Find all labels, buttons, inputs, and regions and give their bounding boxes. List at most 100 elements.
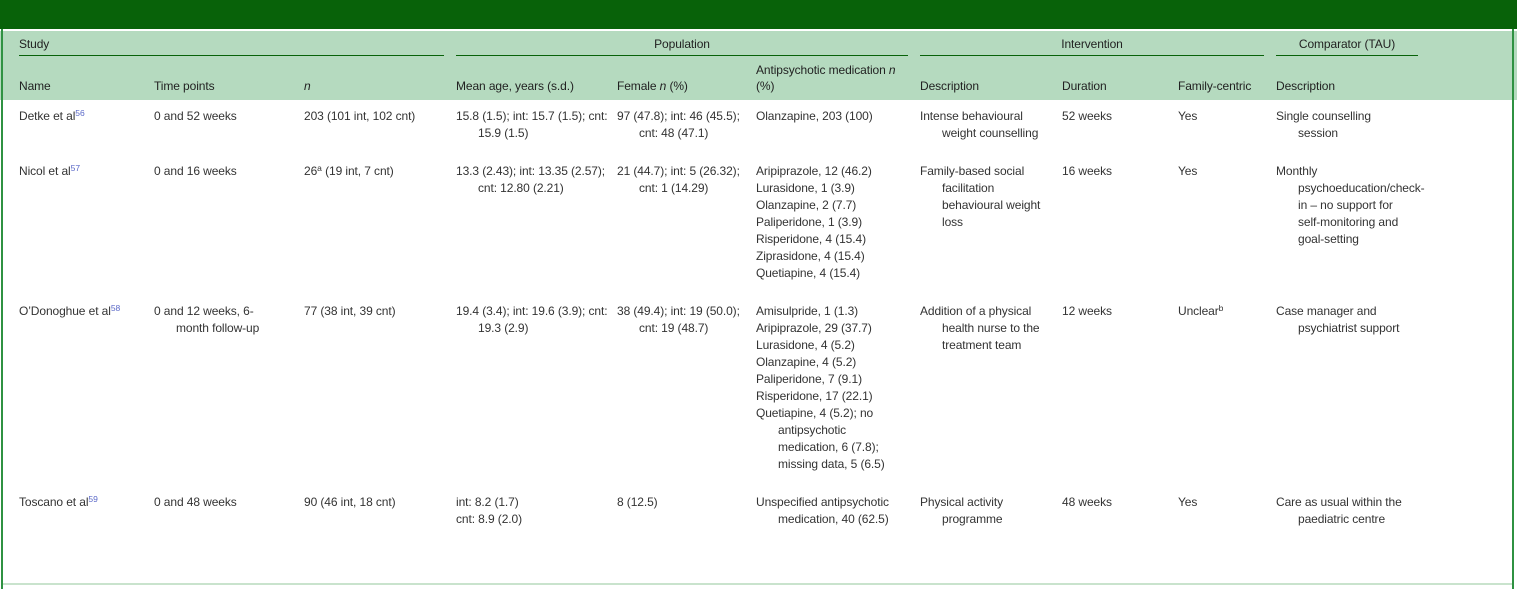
cell-text: 52 weeks (1062, 109, 1112, 123)
cell-intervention-description: Family-based social facilitation behavio… (920, 155, 1062, 244)
table-right-border (1512, 29, 1514, 589)
col-header-name: Name (19, 79, 51, 93)
col-header-intervention-description: Description (920, 79, 979, 93)
cell-text: Single counselling session (1276, 109, 1371, 140)
citation-ref[interactable]: 57 (70, 163, 81, 173)
cell-text: Quetiapine, 4 (5.2); no antipsychotic me… (756, 406, 885, 471)
cell-female: 38 (49.4); int: 19 (50.0); cnt: 19 (48.7… (617, 295, 756, 350)
footnote-marker: b (1218, 303, 1224, 313)
table-title-bar (0, 0, 1517, 29)
cell-intervention-description: Physical activity programme (920, 486, 1062, 541)
column-header-row: Name Time points n Mean age, years (s.d.… (19, 56, 1517, 94)
cell-family-centric: Yes (1178, 155, 1276, 193)
cell-name: Detke et al56 (19, 100, 154, 138)
group-label: Intervention (920, 36, 1264, 56)
cell-text: Intense behavioural weight counselling (920, 109, 1039, 140)
cell-female: 97 (47.8); int: 46 (45.5); cnt: 48 (47.1… (617, 100, 756, 155)
cell-text: Risperidone, 17 (22.1) (756, 389, 873, 403)
cell-text: Nicol et al57 (19, 163, 81, 178)
cell-text: 203 (101 int, 102 cnt) (304, 109, 416, 123)
cell-antipsychotic-medication: Unspecified antipsychotic medication, 40… (756, 486, 920, 541)
citation-ref[interactable]: 59 (88, 494, 98, 504)
citation-ref[interactable]: 58 (110, 303, 121, 313)
cell-text: 90 (46 int, 18 cnt) (304, 495, 396, 509)
col-header-family-centric: Family-centric (1178, 79, 1252, 93)
group-header-study: Study (19, 36, 456, 56)
citation-ref[interactable]: 56 (75, 108, 85, 118)
cell-time-points: 0 and 48 weeks (154, 486, 304, 524)
cell-intervention-description: Addition of a physical health nurse to t… (920, 295, 1062, 367)
cell-text: Olanzapine, 203 (100) (756, 109, 873, 123)
cell-duration: 12 weeks (1062, 295, 1178, 333)
col-header-antipsychotic-medication: Antipsychotic medication n (%) (756, 63, 896, 93)
cell-text: 13.3 (2.43); int: 13.35 (2.57); cnt: 12.… (456, 164, 605, 195)
group-header-intervention: Intervention (920, 36, 1276, 56)
cell-time-points: 0 and 52 weeks (154, 100, 304, 138)
cell-text: Aripiprazole, 12 (46.2) (756, 164, 872, 178)
cell-text: 38 (49.4); int: 19 (50.0); cnt: 19 (48.7… (617, 304, 740, 335)
cell-text: Aripiprazole, 29 (37.7) (756, 321, 872, 335)
cell-text: 21 (44.7); int: 5 (26.32); cnt: 1 (14.29… (617, 164, 740, 195)
footnote-marker: a (317, 163, 322, 173)
table-row: Toscano et al59 0 and 48 weeks 90 (46 int,… (19, 486, 1517, 541)
cell-comparator-description: Case manager and psychiatrist support (1276, 295, 1422, 350)
divider (0, 29, 1517, 31)
cell-comparator-description: Single counselling session (1276, 100, 1422, 155)
cell-text: 97 (47.8); int: 46 (45.5); cnt: 48 (47.1… (617, 109, 740, 140)
table-bottom-rule (3, 583, 1512, 585)
group-label: Comparator (TAU) (1276, 36, 1418, 56)
cell-antipsychotic-medication: Aripiprazole, 12 (46.2) Lurasidone, 1 (3.… (756, 155, 920, 295)
cell-text: Yes (1178, 109, 1198, 123)
group-header-population: Population (456, 36, 920, 56)
cell-n: 90 (46 int, 18 cnt) (304, 486, 456, 524)
cell-text: 0 and 16 weeks (154, 164, 237, 178)
cell-text: 0 and 48 weeks (154, 495, 237, 509)
italic-n: n (304, 79, 311, 93)
table-row: Nicol et al57 0 and 16 weeks 26a (19 int, … (19, 155, 1517, 295)
cell-text: Amisulpride, 1 (1.3) (756, 304, 859, 318)
cell-text: 48 weeks (1062, 495, 1112, 509)
cell-text: Yes (1178, 164, 1198, 178)
cell-family-centric: Unclearb (1178, 295, 1276, 333)
cell-text: 0 and 12 weeks, 6-month follow-up (154, 304, 260, 335)
cell-name: O’Donoghue et al58 (19, 295, 154, 333)
table-body: Detke et al56 0 and 52 weeks 203 (101 int,… (0, 100, 1517, 541)
cell-n: 26a (19 int, 7 cnt) (304, 155, 456, 193)
group-label: Population (456, 36, 908, 56)
table-row: Detke et al56 0 and 52 weeks 203 (101 int,… (19, 100, 1517, 155)
cell-text: Physical activity programme (920, 495, 1003, 526)
cell-text: Detke et al56 (19, 108, 85, 123)
cell-text: 12 weeks (1062, 304, 1112, 318)
cell-text: Olanzapine, 4 (5.2) (756, 355, 857, 369)
cell-comparator-description: Care as usual within the paediatric cent… (1276, 486, 1422, 541)
cell-name: Toscano et al59 (19, 486, 154, 524)
table-header: Study Population Intervention Comparator… (0, 31, 1517, 100)
cell-text: cnt: 8.9 (2.0) (456, 512, 522, 526)
cell-text: Paliperidone, 1 (3.9) (756, 215, 862, 229)
cell-intervention-description: Intense behavioural weight counselling (920, 100, 1062, 155)
cell-text: 16 weeks (1062, 164, 1112, 178)
cell-mean-age: int: 8.2 (1.7) cnt: 8.9 (2.0) (456, 486, 617, 541)
cell-text: Monthly psychoeducation/check-in – no su… (1276, 164, 1425, 246)
table-row: O’Donoghue et al58 0 and 12 weeks, 6-mont… (19, 295, 1517, 486)
cell-text: Toscano et al59 (19, 494, 98, 509)
cell-text: Risperidone, 4 (15.4) (756, 232, 866, 246)
cell-text: Lurasidone, 1 (3.9) (756, 181, 855, 195)
italic-n: n (659, 79, 667, 93)
cell-female: 8 (12.5) (617, 486, 756, 524)
cell-comparator-description: Monthly psychoeducation/check-in – no su… (1276, 155, 1425, 261)
col-header-mean-age: Mean age, years (s.d.) (456, 79, 574, 93)
cell-antipsychotic-medication: Olanzapine, 203 (100) (756, 100, 920, 138)
cell-text: Addition of a physical health nurse to t… (920, 304, 1040, 352)
cell-text: 15.8 (1.5); int: 15.7 (1.5); cnt: 15.9 (… (456, 109, 608, 140)
cell-family-centric: Yes (1178, 100, 1276, 138)
cell-time-points: 0 and 12 weeks, 6-month follow-up (154, 295, 304, 350)
cell-antipsychotic-medication: Amisulpride, 1 (1.3) Aripiprazole, 29 (37… (756, 295, 920, 486)
cell-text: Paliperidone, 7 (9.1) (756, 372, 862, 386)
cell-duration: 52 weeks (1062, 100, 1178, 138)
cell-text: Unclearb (1178, 303, 1224, 318)
cell-text: 0 and 52 weeks (154, 109, 237, 123)
cell-n: 203 (101 int, 102 cnt) (304, 100, 456, 138)
cell-text: 26a (19 int, 7 cnt) (304, 163, 394, 178)
